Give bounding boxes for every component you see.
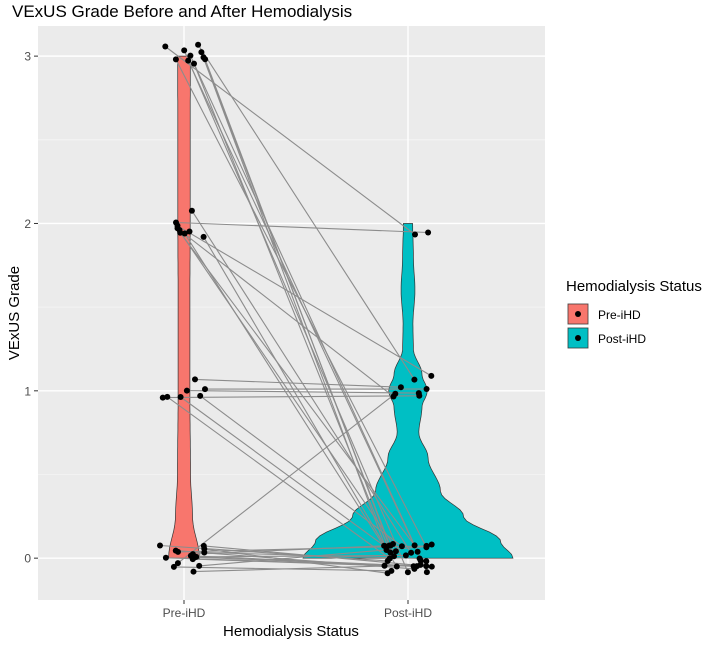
legend-key-point (575, 311, 581, 317)
data-point-pre-ihd (202, 386, 208, 392)
data-point-post-ihd (386, 543, 392, 549)
data-point-pre-ihd (201, 550, 207, 556)
legend-entry-label: Pre-iHD (598, 308, 641, 322)
data-point-post-ihd (414, 563, 420, 569)
data-point-pre-ihd (175, 560, 181, 566)
data-point-post-ihd (391, 394, 397, 400)
plot-panel (38, 26, 545, 600)
data-point-pre-ihd (195, 42, 201, 48)
data-point-post-ihd (393, 548, 399, 554)
data-point-pre-ihd (202, 56, 208, 62)
data-point-post-ihd (411, 377, 417, 383)
data-point-post-ihd (394, 564, 400, 570)
legend: Hemodialysis Status Pre-iHD Post-iHD (566, 278, 702, 349)
data-point-pre-ihd (201, 543, 207, 549)
data-point-pre-ihd (185, 58, 191, 64)
data-point-post-ihd (403, 552, 409, 558)
y-tick-label: 0 (24, 552, 31, 566)
data-point-post-ihd (387, 550, 393, 556)
legend-title: Hemodialysis Status (566, 278, 702, 295)
data-point-pre-ihd (188, 553, 194, 559)
data-point-pre-ihd (187, 229, 193, 235)
data-point-post-ihd (385, 570, 391, 576)
data-point-post-ihd (424, 386, 430, 392)
data-point-post-ihd (424, 569, 430, 575)
data-point-pre-ihd (175, 549, 181, 555)
y-tick-label: 2 (24, 217, 31, 231)
data-point-pre-ihd (192, 376, 198, 382)
legend-key-point (575, 335, 581, 341)
data-point-post-ihd (428, 373, 434, 379)
data-point-pre-ihd (173, 220, 179, 226)
data-point-pre-ihd (178, 394, 184, 400)
y-axis-title: VExUS Grade (6, 266, 23, 360)
x-tick-label: Post-iHD (384, 606, 432, 620)
data-point-post-ihd (425, 230, 431, 236)
data-point-post-ihd (423, 544, 429, 550)
chart-title: VExUS Grade Before and After Hemodialysi… (12, 2, 352, 21)
data-point-post-ihd (412, 542, 418, 548)
x-tick-label: Pre-iHD (163, 606, 206, 620)
data-point-post-ihd (423, 558, 429, 564)
data-point-post-ihd (408, 550, 414, 556)
data-point-pre-ihd (189, 208, 195, 214)
data-point-pre-ihd (197, 393, 203, 399)
data-point-pre-ihd (181, 47, 187, 53)
data-point-post-ihd (382, 563, 388, 569)
x-axis-title: Hemodialysis Status (223, 623, 359, 640)
data-point-post-ihd (398, 384, 404, 390)
data-point-post-ihd (418, 558, 424, 564)
data-point-pre-ihd (160, 395, 166, 401)
data-point-pre-ihd (173, 56, 179, 62)
data-point-pre-ihd (201, 234, 207, 240)
data-point-post-ihd (429, 542, 435, 548)
legend-entry-label: Post-iHD (598, 332, 646, 346)
data-point-pre-ihd (191, 569, 197, 575)
data-point-pre-ihd (157, 543, 163, 549)
data-point-pre-ihd (162, 44, 168, 50)
data-point-post-ihd (429, 564, 435, 570)
data-point-pre-ihd (163, 555, 169, 561)
data-point-post-ihd (416, 390, 422, 396)
data-point-post-ihd (405, 569, 411, 575)
data-point-post-ihd (412, 232, 418, 238)
y-tick-label: 1 (24, 384, 31, 398)
data-point-pre-ihd (198, 49, 204, 55)
data-point-pre-ihd (196, 563, 202, 569)
y-tick-label: 3 (24, 50, 31, 64)
data-point-pre-ihd (191, 61, 197, 67)
data-point-pre-ihd (184, 388, 190, 394)
data-point-post-ihd (399, 543, 405, 549)
data-point-post-ihd (415, 549, 421, 555)
